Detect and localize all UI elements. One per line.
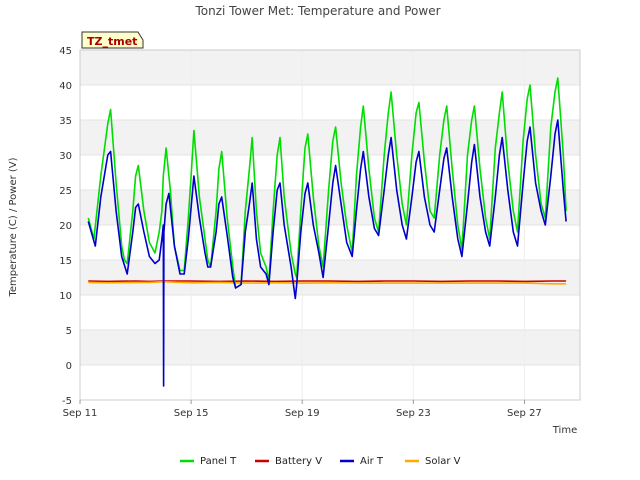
x-tick-label: Sep 19 [285, 408, 320, 419]
x-tick-label: Sep 15 [174, 408, 209, 419]
y-tick-label: 25 [59, 186, 72, 197]
y-tick-label: 45 [59, 46, 72, 57]
legend-item: Battery V [255, 456, 322, 467]
plot-frame [79, 49, 581, 401]
y-tick-label: 30 [59, 151, 72, 162]
series-line-panel-t [87, 77, 567, 289]
legend-item: Air T [340, 456, 384, 467]
y-tick-label: 40 [59, 81, 72, 92]
x-axis-ticks: Sep 11 Sep 15 Sep 19 Sep 23 Sep 27 [63, 400, 542, 419]
background-band [80, 260, 580, 295]
background-band [80, 50, 580, 85]
legend-item: Panel T [180, 456, 237, 467]
site-tag-box [81, 31, 144, 49]
y-tick-label: 0 [66, 361, 72, 372]
legend: Panel T Battery V Air T Solar V [180, 456, 461, 467]
legend-label: Battery V [275, 456, 322, 467]
legend-label: Solar V [425, 456, 461, 467]
x-axis-title: Time [552, 425, 577, 436]
series-layer [87, 77, 567, 387]
site-tag-label: TZ_tmet [87, 35, 137, 48]
x-tick-label: Sep 23 [396, 408, 431, 419]
series-line-solar-v [88, 280, 567, 285]
background-band [80, 330, 580, 365]
legend-item: Solar V [405, 456, 461, 467]
y-tick-label: 15 [59, 256, 72, 267]
y-tick-label: 20 [59, 221, 72, 232]
y-tick-label: 10 [59, 291, 72, 302]
plot-area [79, 49, 581, 401]
series-line-air-t [87, 119, 567, 387]
chart-title: Tonzi Tower Met: Temperature and Power [194, 4, 440, 18]
x-tick-label: Sep 11 [63, 408, 98, 419]
x-tick-label: Sep 27 [507, 408, 542, 419]
legend-label: Panel T [200, 456, 237, 467]
legend-label: Air T [360, 456, 384, 467]
y-axis-title: Temperature (C) / Power (V) [8, 157, 19, 297]
y-axis-ticks: -5 0 5 10 15 20 25 30 35 40 45 [59, 46, 72, 407]
y-tick-label: 35 [59, 116, 72, 127]
y-tick-label: 5 [66, 326, 72, 337]
y-tick-label: -5 [62, 396, 72, 407]
site-tag: TZ_tmet [81, 31, 144, 49]
